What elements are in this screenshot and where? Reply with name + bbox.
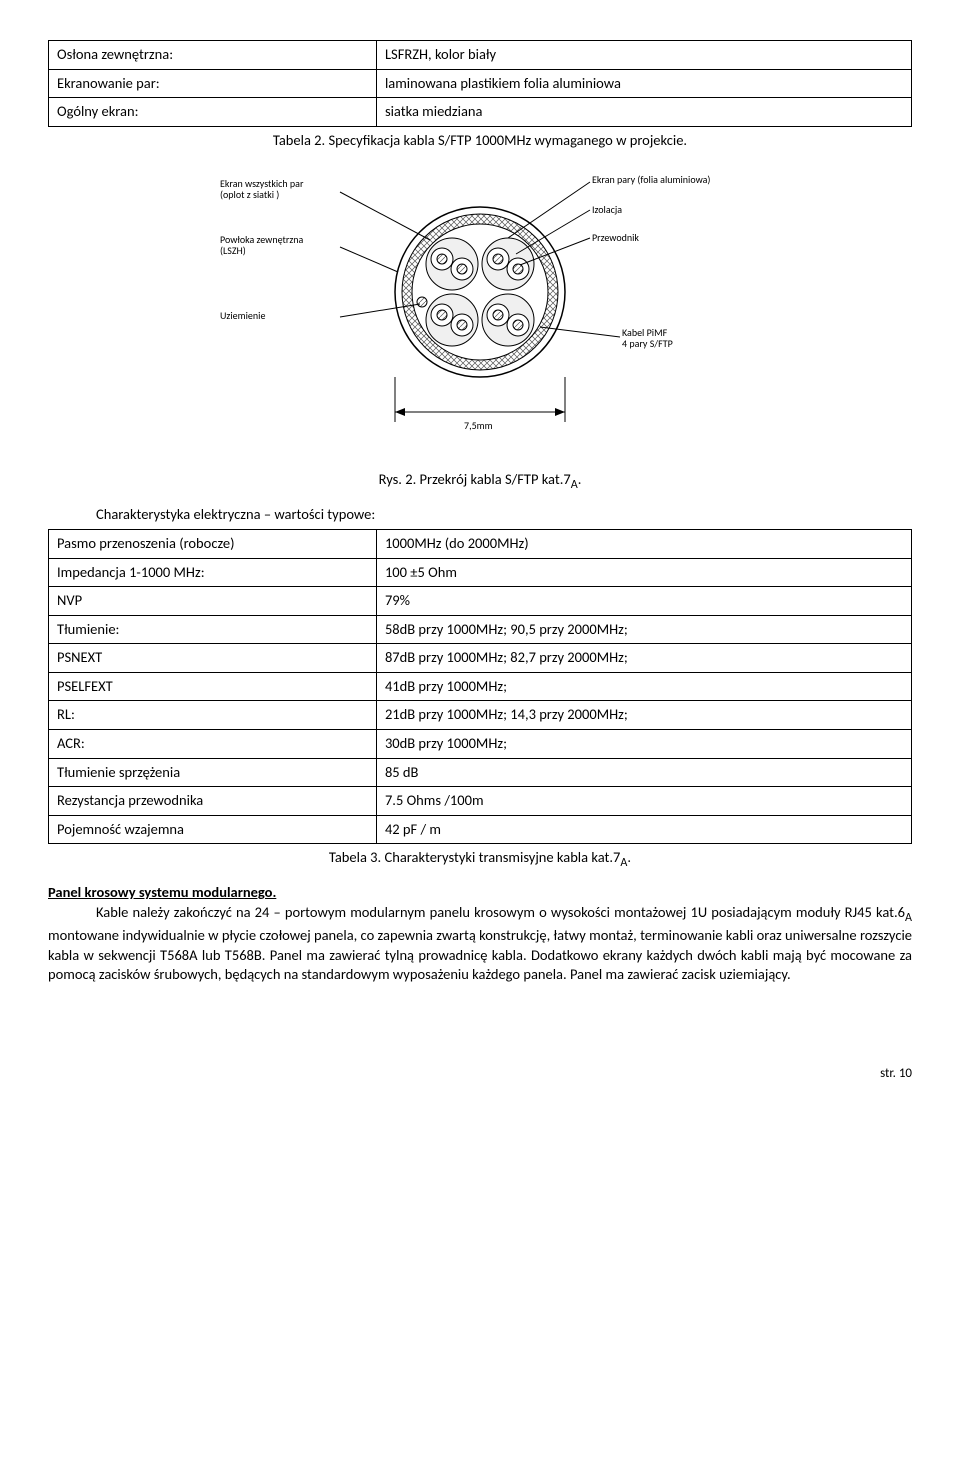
cell: 1000MHz (do 2000MHz) xyxy=(376,530,911,559)
cell: Osłona zewnętrzna: xyxy=(49,41,377,70)
table-row: Ekranowanie par: laminowana plastikiem f… xyxy=(49,69,912,98)
spec-table-1: Osłona zewnętrzna: LSFRZH, kolor biały E… xyxy=(48,40,912,127)
spec-table-2: Pasmo przenoszenia (robocze)1000MHz (do … xyxy=(48,529,912,844)
cell: Impedancja 1-1000 MHz: xyxy=(49,558,377,587)
cell: Tłumienie sprzężenia xyxy=(49,758,377,787)
cell: LSFRZH, kolor biały xyxy=(376,41,911,70)
label-kabel: Kabel PiMF4 pary S/FTP xyxy=(622,327,673,349)
cell: 30dB przy 1000MHz; xyxy=(376,729,911,758)
figure-caption: Rys. 2. Przekrój kabla S/FTP kat.7A. xyxy=(48,470,912,493)
fig-caption-sub: A xyxy=(571,477,578,492)
cell: ACR: xyxy=(49,729,377,758)
panel-text-1: Kable należy zakończyć na 24 – portowym … xyxy=(96,903,905,921)
cell: 58dB przy 1000MHz; 90,5 przy 2000MHz; xyxy=(376,615,911,644)
label-ekran-pary: Ekran pary (folia aluminiowa) xyxy=(592,174,710,185)
cell: 42 pF / m xyxy=(376,815,911,844)
fig-caption-text: Rys. 2. Przekrój kabla S/FTP kat.7 xyxy=(379,470,571,488)
table2-caption: Tabela 3. Charakterystyki transmisyjne k… xyxy=(48,848,912,871)
cell: 85 dB xyxy=(376,758,911,787)
cell: 100 ±5 Ohm xyxy=(376,558,911,587)
cell: Pasmo przenoszenia (robocze) xyxy=(49,530,377,559)
table2-caption-pre: Tabela 3. Charakterystyki transmisyjne k… xyxy=(329,848,620,866)
char-heading: Charakterystyka elektryczna – wartości t… xyxy=(96,505,912,525)
panel-heading: Panel krosowy systemu modularnego. xyxy=(48,883,912,903)
cell: 41dB przy 1000MHz; xyxy=(376,672,911,701)
table-row: Ogólny ekran: siatka miedziana xyxy=(49,98,912,127)
cell: siatka miedziana xyxy=(376,98,911,127)
cell: laminowana plastikiem folia aluminiowa xyxy=(376,69,911,98)
cell: Ogólny ekran: xyxy=(49,98,377,127)
cell: PSELFEXT xyxy=(49,672,377,701)
table-row: Osłona zewnętrzna: LSFRZH, kolor biały xyxy=(49,41,912,70)
panel-text-sub: A xyxy=(905,910,912,925)
label-dim: 7,5mm xyxy=(464,420,493,431)
label-izolacja: Izolacja xyxy=(592,204,622,215)
cell: 7.5 Ohms /100m xyxy=(376,787,911,816)
label-ekran-wszystkich: Ekran wszystkich par(oplot z siatki ) xyxy=(220,178,340,200)
label-uziemienie: Uziemienie xyxy=(220,310,340,321)
cell: 21dB przy 1000MHz; 14,3 przy 2000MHz; xyxy=(376,701,911,730)
cell: RL: xyxy=(49,701,377,730)
cell: Rezystancja przewodnika xyxy=(49,787,377,816)
cell: PSNEXT xyxy=(49,644,377,673)
cell: Tłumienie: xyxy=(49,615,377,644)
cell: 79% xyxy=(376,587,911,616)
panel-text-2: montowane indywidualnie w płycie czołowe… xyxy=(48,926,912,983)
cable-diagram: Ekran wszystkich par(oplot z siatki ) Po… xyxy=(48,162,912,462)
panel-paragraph: Kable należy zakończyć na 24 – portowym … xyxy=(48,903,912,985)
page-number: str. 10 xyxy=(48,1065,912,1083)
cell: Pojemność wzajemna xyxy=(49,815,377,844)
label-powloka: Powłoka zewnętrzna(LSZH) xyxy=(220,234,340,256)
table1-caption: Tabela 2. Specyfikacja kabla S/FTP 1000M… xyxy=(48,131,912,151)
cell: Ekranowanie par: xyxy=(49,69,377,98)
fig-caption-tail: . xyxy=(578,470,582,488)
cell: NVP xyxy=(49,587,377,616)
table2-caption-tail: . xyxy=(627,848,631,866)
cell: 87dB przy 1000MHz; 82,7 przy 2000MHz; xyxy=(376,644,911,673)
label-przewodnik: Przewodnik xyxy=(592,232,639,243)
